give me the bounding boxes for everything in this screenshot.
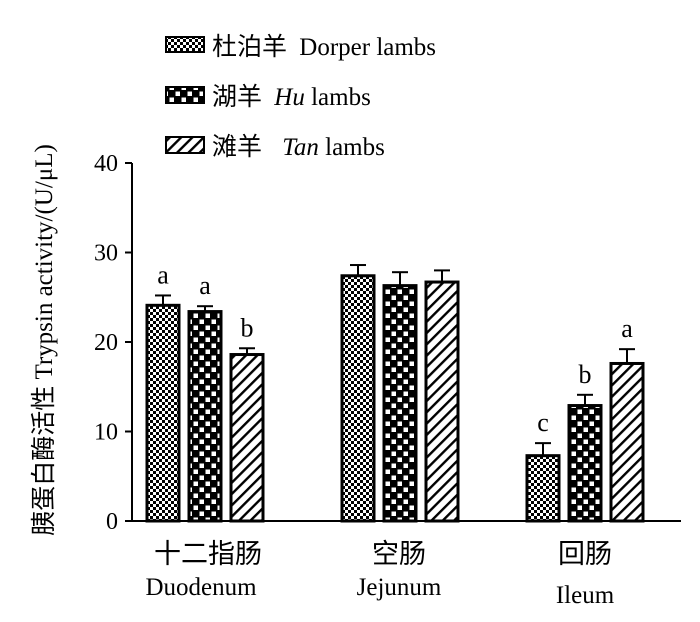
legend: 杜泊羊 Dorper lambs 湖羊 Hu lambs 滩羊 Tan lamb… xyxy=(165,33,436,161)
bar-tan-0 xyxy=(229,353,265,523)
category-label-cn: 回肠 xyxy=(558,539,612,569)
bar-dorper-1 xyxy=(340,274,376,523)
y-tick-label: 20 xyxy=(94,330,118,356)
bar-tan-1 xyxy=(424,280,460,523)
svg-text:滩羊 Tan lambs: 滩羊 Tan lambs xyxy=(212,133,385,161)
category-label-cn: 空肠 xyxy=(372,539,426,569)
legend-label-hu-italic: Hu xyxy=(273,84,305,111)
legend-swatch-dorper xyxy=(165,36,205,53)
significance-letter-hu-0: a xyxy=(199,271,211,300)
legend-label-dorper-cn: 杜泊羊 xyxy=(212,33,287,61)
svg-text:湖羊 Hu lambs: 湖羊 Hu lambs xyxy=(212,83,371,111)
significance-letter-dorper-0: a xyxy=(157,260,169,289)
legend-label-hu-rest: lambs xyxy=(305,84,371,111)
category-label-cn: 十二指肠 xyxy=(154,539,262,569)
significance-letter-tan-0: b xyxy=(241,313,254,342)
significance-letter-tan-2: a xyxy=(621,314,633,343)
legend-label-tan-rest: lambs xyxy=(319,134,385,161)
legend-swatch-tan xyxy=(165,136,205,154)
bar-dorper-2 xyxy=(525,454,561,523)
legend-item-tan: 滩羊 Tan lambs xyxy=(165,133,385,161)
y-tick-label: 30 xyxy=(94,241,118,267)
legend-item-hu: 湖羊 Hu lambs xyxy=(165,83,371,111)
legend-label-tan-italic: Tan xyxy=(282,134,319,161)
y-ticks: 0 10 20 30 40 xyxy=(94,151,132,535)
legend-label-hu-cn: 湖羊 xyxy=(212,83,262,111)
category-label-en: Duodenum xyxy=(145,574,257,601)
category-label-en: Jejunum xyxy=(357,574,442,601)
legend-label-tan-cn: 滩羊 xyxy=(212,133,262,161)
bar-hu-1 xyxy=(382,284,418,523)
x-category-labels: 十二指肠 Duodenum 空肠 Jejunum 回肠 Ileum xyxy=(145,539,614,609)
category-label-en: Ileum xyxy=(556,582,615,609)
y-tick-label: 40 xyxy=(94,151,118,177)
significance-letter-hu-2: b xyxy=(579,360,592,389)
y-tick-label: 0 xyxy=(106,509,118,535)
bar-dorper-0 xyxy=(145,303,181,523)
y-tick-label: 10 xyxy=(94,420,118,446)
y-axis-title: 胰蛋白酶活性 Trypsin activity/(U/μL) xyxy=(30,144,58,536)
legend-label-dorper-en: Dorper lambs xyxy=(299,34,436,61)
bar-hu-2 xyxy=(567,404,603,523)
significance-letter-dorper-2: c xyxy=(537,408,549,437)
bar-hu-0 xyxy=(187,310,223,523)
svg-text:杜泊羊 Dorper lambs: 杜泊羊 Dorper lambs xyxy=(212,33,436,61)
legend-swatch-hu xyxy=(165,86,205,104)
bar-tan-2 xyxy=(609,361,645,523)
legend-item-dorper: 杜泊羊 Dorper lambs xyxy=(165,33,436,61)
